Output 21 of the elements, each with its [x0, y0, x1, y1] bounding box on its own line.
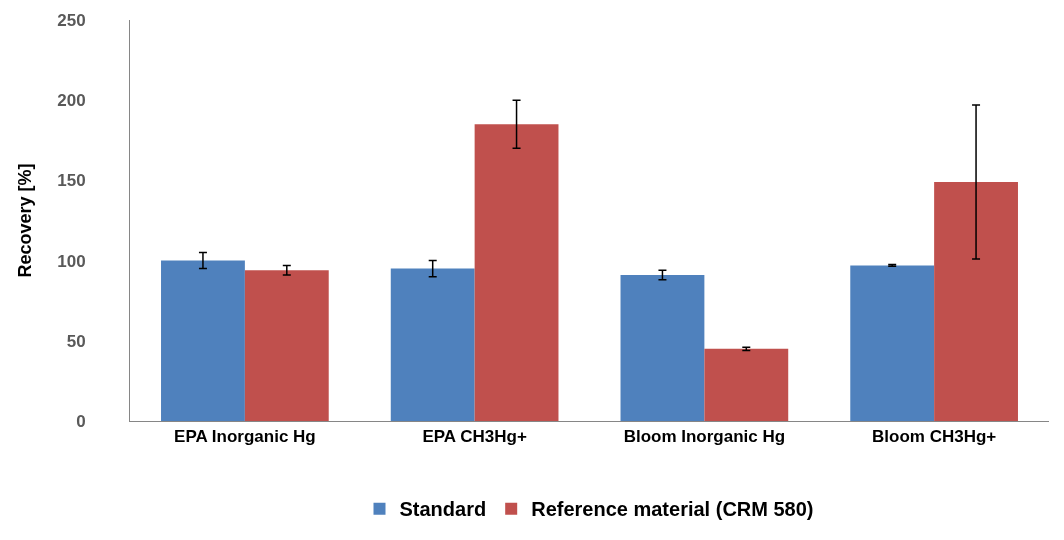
x-tick-label: EPA CH3Hg+: [422, 427, 527, 447]
bar: [244, 270, 329, 421]
bar: [474, 124, 559, 421]
x-tick-label: Bloom Inorganic Hg: [623, 427, 786, 447]
bar: [390, 268, 475, 421]
bar: [704, 348, 789, 421]
y-tick-label: 150: [57, 171, 86, 191]
bar: [850, 265, 935, 421]
bar: [934, 182, 1018, 421]
y-tick-label: 250: [57, 10, 86, 30]
y-tick-label: 100: [57, 251, 86, 271]
legend-label: Standard: [399, 498, 487, 521]
y-tick-label: 0: [76, 411, 86, 431]
bar: [161, 260, 245, 421]
x-tick-label: EPA Inorganic Hg: [174, 427, 316, 447]
y-tick-label: 50: [66, 331, 86, 351]
x-tick-label: Bloom CH3Hg+: [872, 427, 997, 447]
y-axis-title: Recovery [%]: [15, 163, 36, 278]
bar: [620, 275, 705, 421]
y-tick-label: 200: [57, 91, 86, 111]
legend-label: Reference material (CRM 580): [531, 498, 814, 521]
